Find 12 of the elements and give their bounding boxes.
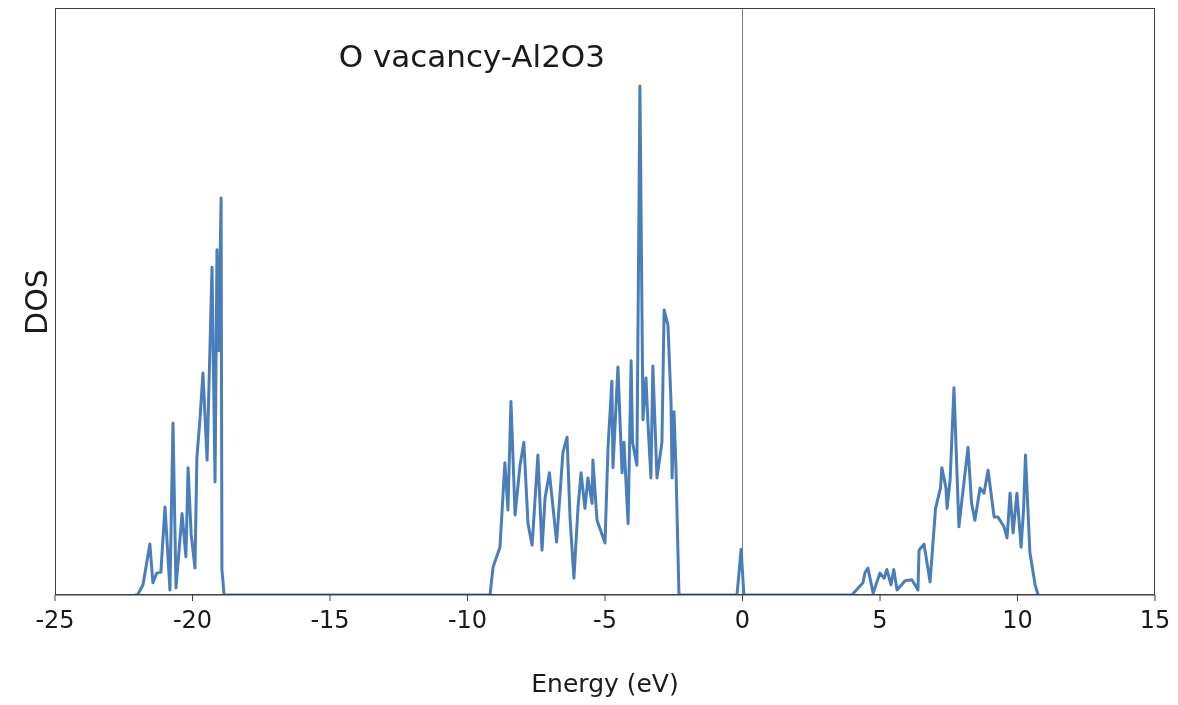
x-axis-title: Energy (eV) xyxy=(531,669,679,698)
x-tick-label: 5 xyxy=(872,606,888,635)
x-tick-label: -20 xyxy=(172,606,213,635)
x-tick-label: -15 xyxy=(310,606,350,635)
x-tick-label: -5 xyxy=(593,606,617,635)
x-tick-label: 15 xyxy=(1139,606,1171,635)
chart-title: O vacancy-Al2O3 xyxy=(337,38,605,74)
x-tick-label: -10 xyxy=(447,606,488,635)
x-tick-label: -25 xyxy=(35,606,75,635)
x-tick-label: 0 xyxy=(734,606,751,635)
x-tick-label: 10 xyxy=(1002,606,1033,635)
y-axis-title: DOS xyxy=(18,268,54,335)
